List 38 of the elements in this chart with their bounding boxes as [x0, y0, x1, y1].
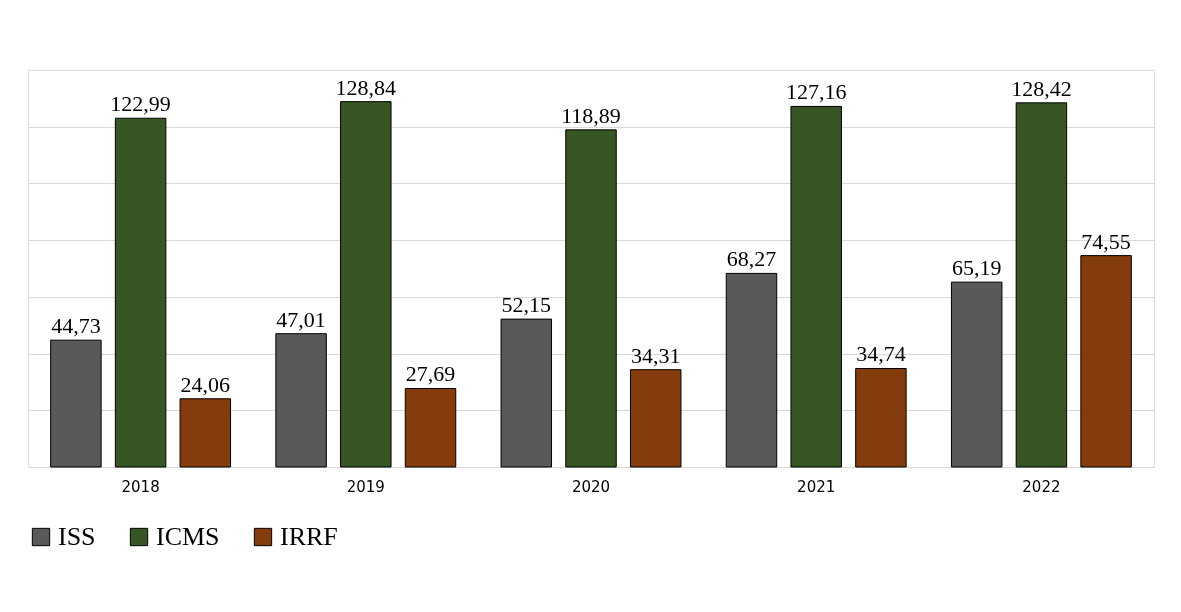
- x-tick-label: 2022: [1022, 477, 1061, 496]
- data-label: 128,42: [1011, 75, 1072, 101]
- legend-label: ISS: [58, 522, 96, 551]
- bar: [855, 367, 907, 468]
- x-tick-label: 2020: [571, 477, 611, 496]
- data-label: 122,99: [110, 91, 171, 117]
- data-label: 44,73: [51, 313, 101, 339]
- data-label: 128,84: [335, 74, 397, 100]
- bar: [629, 369, 682, 468]
- x-tick-label: 2018: [121, 477, 160, 496]
- bar: [790, 105, 842, 468]
- x-tick-label: 2021: [797, 477, 836, 496]
- data-label: 118,89: [561, 102, 621, 128]
- bar: [50, 339, 102, 468]
- data-label: 52,15: [501, 292, 552, 318]
- x-tick-label: 2019: [346, 477, 385, 496]
- data-label: 27,69: [405, 361, 456, 387]
- bar: [179, 398, 232, 468]
- bar: [114, 117, 167, 468]
- data-label: 24,06: [180, 371, 231, 397]
- data-label: 68,27: [726, 246, 777, 272]
- data-label: 47,01: [276, 306, 326, 332]
- data-label: 127,16: [785, 79, 847, 105]
- bar: [1015, 102, 1068, 468]
- bar: [275, 333, 327, 468]
- data-label: 34,31: [630, 342, 681, 368]
- data-label: 74,55: [1081, 228, 1131, 254]
- bar: [950, 281, 1003, 468]
- bar: [340, 101, 392, 468]
- bar: [404, 387, 457, 468]
- legend-label: IRRF: [280, 522, 338, 551]
- legend-label: ICMS: [156, 522, 220, 551]
- bar: [500, 318, 553, 468]
- bar: [565, 129, 617, 468]
- data-label: 34,74: [856, 341, 906, 367]
- bar: [725, 272, 778, 468]
- data-label: 65,19: [951, 255, 1002, 281]
- bar: [1080, 255, 1132, 468]
